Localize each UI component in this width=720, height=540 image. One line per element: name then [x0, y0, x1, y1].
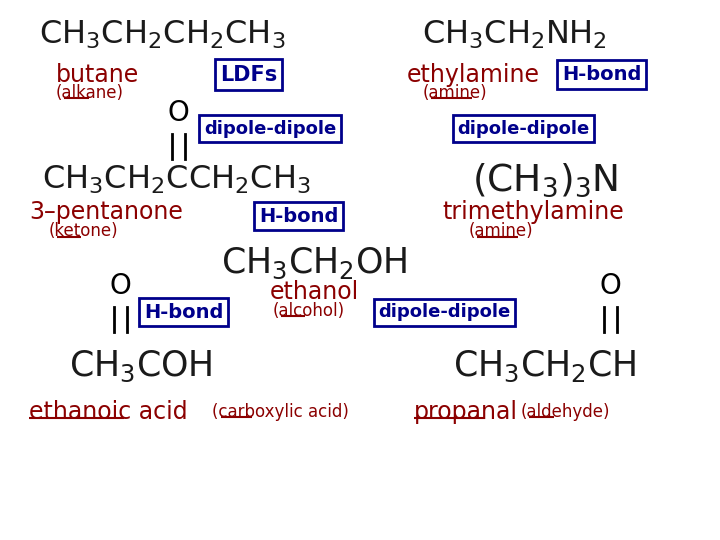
Text: (amine): (amine)	[423, 84, 487, 102]
Text: CH$_3$CH$_2$OH: CH$_3$CH$_2$OH	[222, 245, 408, 281]
Text: (amine): (amine)	[469, 222, 534, 240]
Text: (carboxylic acid): (carboxylic acid)	[212, 403, 349, 421]
Text: dipole-dipole: dipole-dipole	[204, 119, 336, 138]
Text: ethanol: ethanol	[270, 280, 359, 303]
Text: O: O	[168, 99, 189, 127]
Text: ethanoic acid: ethanoic acid	[29, 400, 187, 424]
Text: (CH$_3$)$_3$N: (CH$_3$)$_3$N	[472, 161, 618, 199]
Text: butane: butane	[55, 63, 139, 86]
Text: CH$_3$CH$_2$CH$_2$CH$_3$: CH$_3$CH$_2$CH$_2$CH$_3$	[39, 19, 285, 51]
Text: CH$_3$COH: CH$_3$COH	[68, 348, 212, 384]
Text: CH$_3$CH$_2$CCH$_2$CH$_3$: CH$_3$CH$_2$CCH$_2$CH$_3$	[42, 164, 311, 196]
Text: H-bond: H-bond	[259, 206, 338, 226]
Text: (alcohol): (alcohol)	[272, 301, 344, 320]
Text: H-bond: H-bond	[144, 302, 223, 322]
Text: CH$_3$CH$_2$NH$_2$: CH$_3$CH$_2$NH$_2$	[423, 19, 607, 51]
Text: dipole-dipole: dipole-dipole	[457, 119, 590, 138]
Text: trimethylamine: trimethylamine	[443, 200, 624, 224]
Text: 3–pentanone: 3–pentanone	[29, 200, 183, 224]
Text: (ketone): (ketone)	[48, 222, 118, 240]
Text: ethylamine: ethylamine	[407, 63, 540, 86]
Text: propanal: propanal	[414, 400, 518, 424]
Text: dipole-dipole: dipole-dipole	[378, 303, 510, 321]
Text: (aldehyde): (aldehyde)	[521, 403, 610, 421]
Text: CH$_3$CH$_2$CH: CH$_3$CH$_2$CH	[454, 348, 636, 384]
Text: (alkane): (alkane)	[55, 84, 123, 102]
Text: O: O	[109, 272, 131, 300]
Text: H-bond: H-bond	[562, 65, 642, 84]
Text: O: O	[600, 272, 621, 300]
Text: LDFs: LDFs	[220, 64, 277, 85]
